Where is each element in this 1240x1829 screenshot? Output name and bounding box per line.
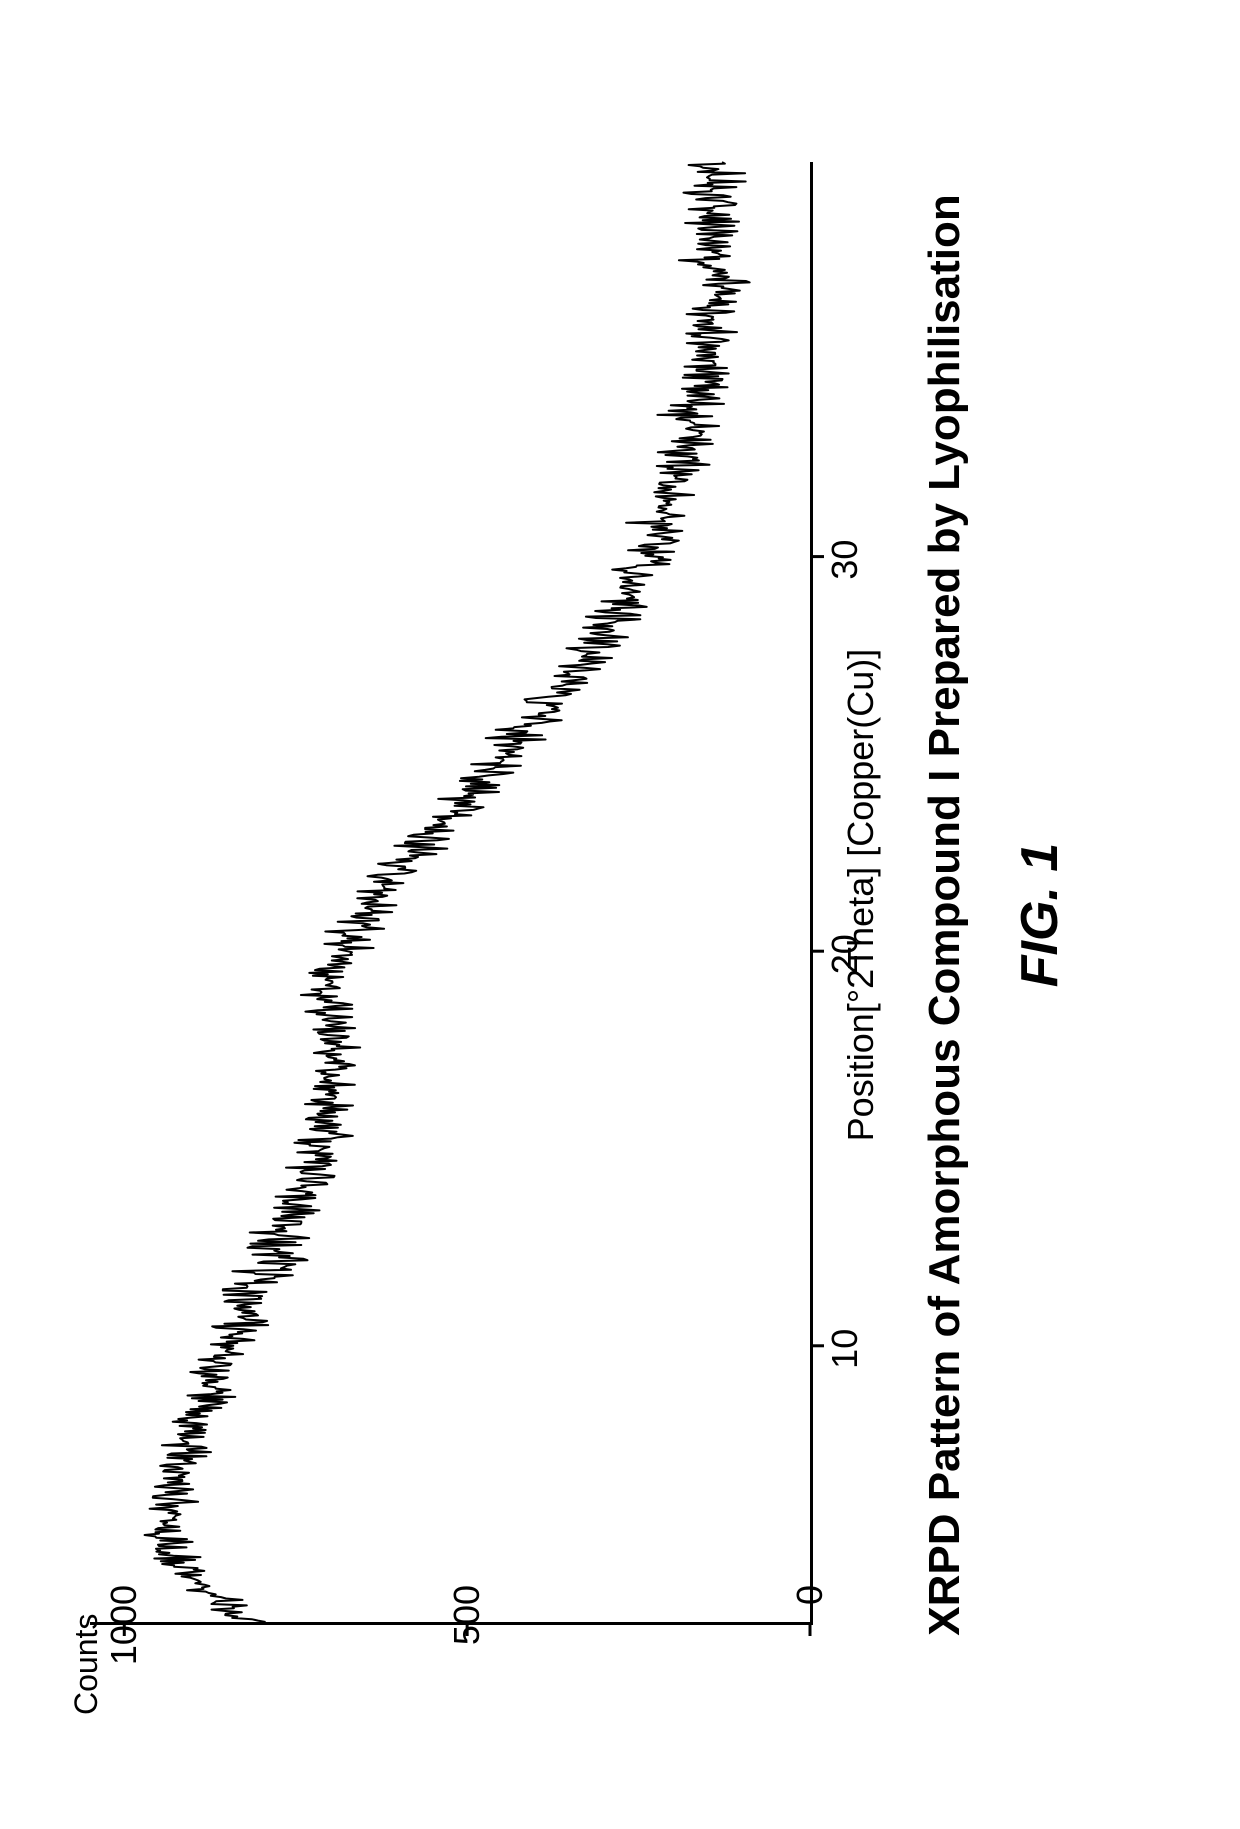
xrpd-trace-svg (90, 162, 810, 1622)
figure-caption: XRPD Pattern of Amorphous Compound I Pre… (920, 115, 970, 1715)
plot-canvas (90, 162, 810, 1622)
page: Counts 05001000 102030 Position[°2Theta]… (0, 0, 1240, 1829)
figure-number: FIG. 1 (1010, 115, 1070, 1715)
xrpd-plot-area (90, 162, 813, 1625)
y-axis-title: Counts (68, 1613, 105, 1714)
x-axis-title: Position[°2Theta] [Copper(Cu)] (840, 165, 882, 1625)
rotated-figure-wrapper: Counts 05001000 102030 Position[°2Theta]… (50, 115, 1190, 1715)
